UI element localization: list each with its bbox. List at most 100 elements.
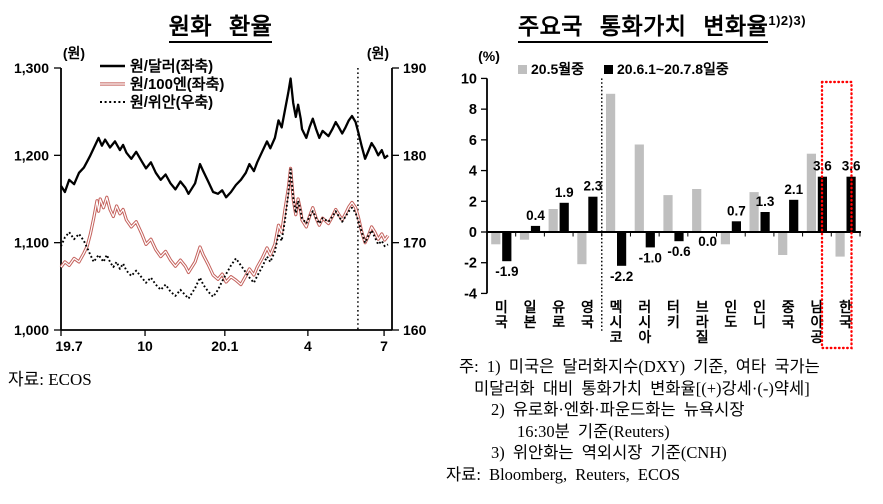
category-label: 공 <box>810 329 823 345</box>
bar-value-label: 3.6 <box>813 159 832 174</box>
bar-value-label: -2.2 <box>610 269 633 284</box>
black-bar <box>559 202 569 232</box>
source-left: 자료: ECOS <box>8 370 92 389</box>
won-cny-line <box>60 168 389 300</box>
gray-bar <box>720 232 730 245</box>
axis-unit-right: (원) <box>367 45 389 61</box>
gray-bar <box>663 195 673 232</box>
bar-value-label: -1.0 <box>639 250 662 265</box>
won-usd-line <box>60 77 389 199</box>
legend-swatch-gray <box>518 65 527 74</box>
category-label: 로 <box>552 314 565 330</box>
axis-unit-left: (원) <box>63 45 85 61</box>
legend-label-june-july: 20.6.1~20.7.8일중 <box>617 61 729 77</box>
gray-bar <box>835 232 845 257</box>
bar-value-label: 0.7 <box>727 203 746 218</box>
footnote-2: 2) 유로화·엔화·파운드화는 뉴욕시장 <box>491 400 745 419</box>
currency-change-panel: 10 8 6 4 2 0 -2 -4 (%) 20.5월중 20.6.1~20.7.8일중 -1.9 0… <box>441 0 883 504</box>
y-axis-label-left: 1,300 <box>14 60 49 76</box>
x-axis-label: 4 <box>304 338 312 354</box>
gray-bar <box>749 192 759 232</box>
x-axis-label: 20.1 <box>211 338 238 354</box>
axis-unit: (%) <box>478 48 500 64</box>
gray-bar <box>806 153 816 232</box>
category-label: 일 <box>524 299 537 315</box>
black-bar <box>731 221 741 232</box>
y-axis-label: 4 <box>469 164 477 180</box>
bar-value-label: 1.3 <box>756 194 775 209</box>
black-bar <box>588 196 598 232</box>
footnote-1: 주: 1) 미국은 달러화지수(DXY) 기준, 여타 국가는 <box>459 357 820 376</box>
category-label: 질 <box>696 329 709 345</box>
gray-bar <box>519 232 530 240</box>
category-label: 중 <box>782 299 795 315</box>
gray-bar <box>548 209 558 232</box>
black-bar <box>502 232 512 262</box>
left-chart-title-text: 원화 환율 <box>168 13 273 43</box>
bar-value-label: 0.4 <box>526 208 545 223</box>
category-label: 유 <box>552 299 565 315</box>
category-label: 인 <box>753 299 766 315</box>
bar-value-label: 2.1 <box>784 182 803 197</box>
legend-label-may: 20.5월중 <box>531 61 584 77</box>
won-exchange-rate-line-chart: 1,300 1,200 1,100 1,000 190 180 170 160 19.7 10 20… <box>14 45 427 354</box>
bar-value-label: 0.0 <box>698 234 717 249</box>
category-label: 국 <box>839 314 852 330</box>
gray-bar <box>634 144 644 232</box>
category-label: 아 <box>638 329 651 345</box>
won-jpy-line-inner <box>60 167 389 286</box>
black-bar <box>674 232 684 242</box>
category-label: 터 <box>667 299 680 315</box>
category-label: 아 <box>810 314 823 330</box>
category-label: 시 <box>638 314 651 330</box>
category-label: 도 <box>724 314 737 330</box>
gray-bar <box>491 232 501 245</box>
category-label: 키 <box>667 314 680 330</box>
left-chart-title: 원화 환율 <box>0 7 441 43</box>
black-bar <box>645 232 655 248</box>
bar-value-label: 1.9 <box>555 185 574 200</box>
y-axis-label-right: 190 <box>403 60 427 76</box>
y-axis-label: 6 <box>469 133 477 149</box>
footnote-2-cont: 16:30분 기준(Reuters) <box>517 421 670 441</box>
y-axis-label: 0 <box>469 225 477 241</box>
category-label: 국 <box>581 314 594 330</box>
legend-label: 원/위안(우축) <box>130 93 213 111</box>
y-axis-label: 10 <box>461 71 477 87</box>
category-label: 한 <box>839 299 852 315</box>
footnote-1-cont: 미달러화 대비 통화가치 변화율[(+)강세·(-)약세] <box>474 378 810 398</box>
black-bar <box>530 225 541 232</box>
gray-bar <box>692 189 702 232</box>
footnote-3: 3) 위안화는 역외시장 기준(CNH) <box>491 443 727 462</box>
legend-swatch-black <box>604 65 613 74</box>
y-axis-label-left: 1,100 <box>14 235 49 251</box>
category-label: 러 <box>638 299 651 315</box>
y-axis-label-right: 160 <box>403 322 427 338</box>
won-jpy-line <box>59 166 390 287</box>
legend-label: 원/100엔(좌축) <box>130 76 224 93</box>
bar-value-label: -0.6 <box>667 244 691 259</box>
right-chart-title: 주요국 통화가치 변화율1)2)3) <box>441 7 883 43</box>
category-label: 국 <box>782 314 795 330</box>
bar-value-label: -1.9 <box>495 264 518 279</box>
category-label: 코 <box>610 329 623 345</box>
black-bar <box>789 199 799 232</box>
category-label: 남 <box>810 299 823 315</box>
source-right: 자료: Bloomberg, Reuters, ECOS <box>446 464 681 484</box>
gray-bar <box>577 232 587 265</box>
black-bar <box>760 212 770 232</box>
right-chart-title-superscript: 1)2)3) <box>768 13 807 28</box>
x-axis-label: 19.7 <box>55 338 82 354</box>
y-axis-label: 8 <box>469 102 477 118</box>
x-axis-label: 7 <box>380 338 388 354</box>
category-label: 국 <box>495 314 508 330</box>
category-label: 인 <box>724 299 737 315</box>
y-axis-label-left: 1,200 <box>14 147 49 163</box>
black-bar <box>617 232 627 266</box>
category-label: 본 <box>524 314 537 330</box>
x-axis-label: 10 <box>137 338 153 354</box>
won-exchange-rate-panel: 1,300 1,200 1,100 1,000 190 180 170 160 19.7 10 20… <box>0 0 441 504</box>
footnotes: 주: 1) 미국은 달러화지수(DXY) 기준, 여타 국가는 미달러화 대비 … <box>441 356 883 485</box>
y-axis-label: -2 <box>464 256 477 272</box>
